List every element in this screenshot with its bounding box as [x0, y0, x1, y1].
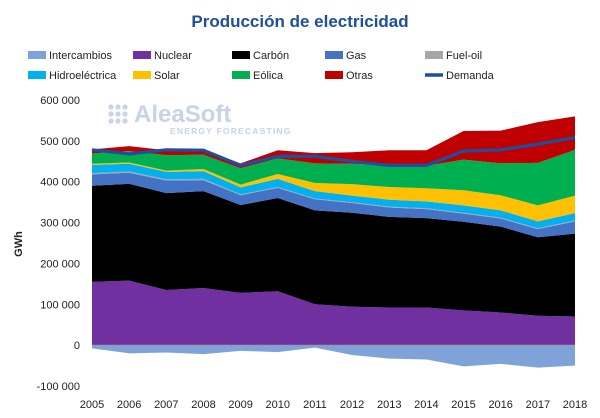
- area-fuel-oil: [92, 171, 575, 230]
- legend-swatch: [425, 51, 443, 59]
- legend-swatch: [133, 71, 151, 79]
- x-tick-label: 2008: [191, 399, 215, 411]
- y-tick-label: 100 000: [40, 299, 80, 311]
- area-intercambios: [92, 345, 575, 368]
- legend-swatch: [325, 51, 343, 59]
- watermark-dots-icon: [108, 104, 128, 124]
- legend-swatch: [28, 71, 46, 79]
- watermark-subtext: ENERGY FORECASTING: [170, 126, 292, 136]
- x-tick-label: 2009: [228, 399, 252, 411]
- legend-swatch: [133, 51, 151, 59]
- area-gas: [92, 172, 575, 238]
- legend-item-hidroelectrica: Hidroeléctrica: [28, 70, 117, 82]
- x-tick-label: 2012: [340, 399, 364, 411]
- x-tick-label: 2006: [117, 399, 141, 411]
- legend-item-demanda: Demanda: [425, 70, 495, 82]
- x-tick-label: 2015: [451, 399, 475, 411]
- area-solar: [92, 162, 575, 222]
- watermark-text: AleaSoft: [134, 101, 231, 128]
- legend-label: Gas: [346, 50, 367, 62]
- area-carbon: [92, 183, 575, 317]
- legend-item-eolica: Eólica: [232, 70, 284, 82]
- legend-item-intercambios: Intercambios: [28, 50, 112, 62]
- area-nuclear: [92, 280, 575, 346]
- y-tick-label: 600 000: [40, 95, 80, 107]
- x-tick-label: 2013: [377, 399, 401, 411]
- legend: Intercambios Nuclear Carbón Gas Fuel-oil Hidr…: [28, 50, 495, 82]
- legend-label: Nuclear: [154, 50, 192, 62]
- area-hidroelectrica: [92, 163, 575, 229]
- legend-label: Otras: [346, 70, 373, 82]
- area-eolica: [92, 149, 575, 206]
- y-axis-title: GWh: [13, 231, 25, 257]
- legend-label: Eólica: [253, 70, 284, 82]
- y-tick-label: 500 000: [40, 136, 80, 148]
- legend-label: Carbón: [253, 50, 289, 62]
- legend-item-carbon: Carbón: [232, 50, 289, 62]
- legend-swatch: [325, 71, 343, 79]
- x-tick-label: 2016: [488, 399, 512, 411]
- y-tick-label: 0: [74, 340, 80, 352]
- y-tick-label: 200 000: [40, 258, 80, 270]
- legend-label: Fuel-oil: [446, 50, 482, 62]
- legend-swatch: [28, 51, 46, 59]
- chart-title: Producción de electricidad: [191, 12, 408, 31]
- x-tick-label: 2010: [266, 399, 290, 411]
- x-tick-label: 2011: [303, 399, 327, 411]
- x-tick-label: 2018: [563, 399, 587, 411]
- y-tick-label: 400 000: [40, 177, 80, 189]
- legend-item-gas: Gas: [325, 50, 367, 62]
- x-tick-label: 2007: [154, 399, 178, 411]
- legend-item-solar: Solar: [133, 70, 180, 82]
- legend-item-otras: Otras: [325, 70, 373, 82]
- area-series-group: [92, 116, 575, 368]
- legend-label: Hidroeléctrica: [49, 70, 117, 82]
- y-tick-label: 300 000: [40, 218, 80, 230]
- legend-item-fuel-oil: Fuel-oil: [425, 50, 482, 62]
- legend-item-nuclear: Nuclear: [133, 50, 192, 62]
- legend-swatch: [232, 71, 250, 79]
- legend-label: Intercambios: [49, 50, 112, 62]
- axes: 600 000 500 000 400 000 300 000 200 000 100 0…: [37, 95, 588, 411]
- x-tick-label: 2014: [414, 399, 438, 411]
- y-tick-label: -100 000: [37, 381, 80, 393]
- legend-label: Solar: [154, 70, 180, 82]
- legend-label: Demanda: [446, 70, 495, 82]
- demand-line-group: [91, 136, 576, 167]
- x-tick-label: 2017: [526, 399, 550, 411]
- x-tick-label: 2005: [80, 399, 104, 411]
- legend-swatch: [232, 51, 250, 59]
- line-demanda: [91, 136, 576, 167]
